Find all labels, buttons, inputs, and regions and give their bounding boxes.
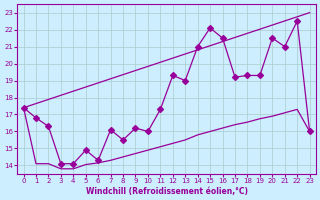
X-axis label: Windchill (Refroidissement éolien,°C): Windchill (Refroidissement éolien,°C) (85, 187, 248, 196)
